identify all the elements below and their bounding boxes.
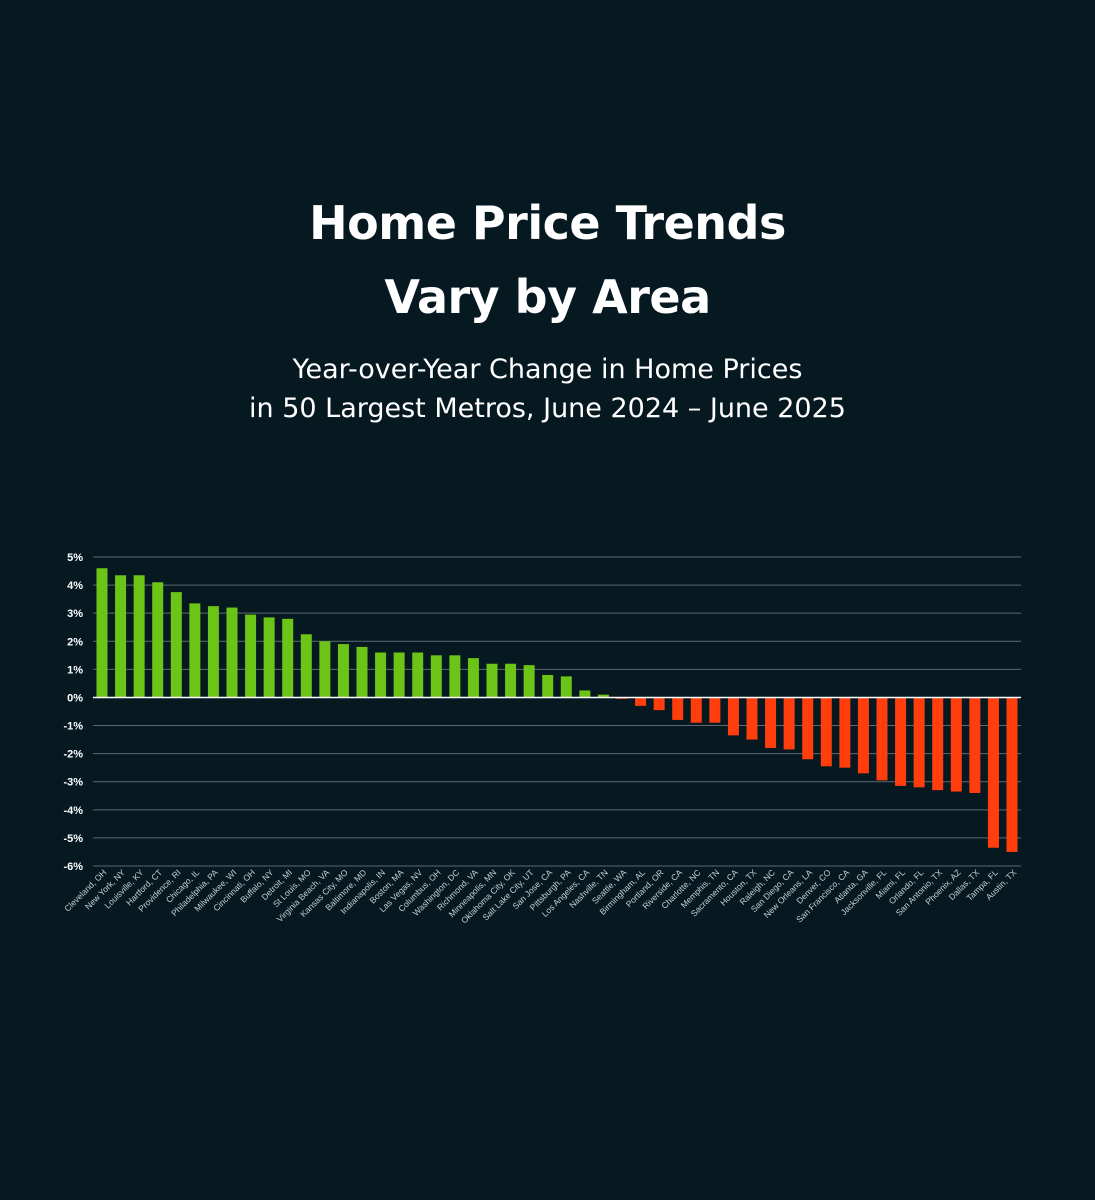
y-tick-label: 1% bbox=[67, 664, 83, 676]
bar bbox=[653, 697, 665, 711]
chart-subtitle-line-1: Year-over-Year Change in Home Prices bbox=[292, 354, 803, 385]
bar bbox=[467, 658, 479, 698]
bar bbox=[895, 697, 907, 786]
bar bbox=[430, 655, 442, 698]
bar bbox=[913, 697, 925, 788]
bar bbox=[839, 697, 851, 768]
bar bbox=[969, 697, 981, 793]
bar bbox=[393, 652, 405, 698]
chart-title: Home Price Trends Vary by Area bbox=[0, 186, 1095, 334]
bar bbox=[672, 697, 684, 720]
bar bbox=[152, 582, 164, 698]
bar bbox=[449, 655, 461, 698]
bar bbox=[96, 568, 108, 698]
bar bbox=[523, 665, 535, 698]
y-tick-label: 0% bbox=[67, 692, 83, 704]
bar bbox=[356, 646, 368, 698]
y-tick-label: 2% bbox=[67, 636, 83, 648]
bar bbox=[709, 697, 721, 723]
y-tick-label: 3% bbox=[67, 608, 83, 620]
bar bbox=[170, 592, 182, 698]
chart-title-line-1: Home Price Trends bbox=[309, 196, 786, 250]
bars bbox=[96, 568, 1018, 852]
gridlines bbox=[93, 556, 1021, 867]
y-tick-label: 4% bbox=[67, 580, 83, 592]
bar bbox=[1006, 697, 1018, 852]
bar bbox=[820, 697, 832, 767]
bar bbox=[542, 674, 554, 698]
bar bbox=[987, 697, 999, 848]
bar bbox=[802, 697, 814, 760]
bar bbox=[412, 652, 424, 698]
y-axis-tick-labels: 5% 4% 3% 2% 1% 0% -1% -2% -3% -4% -5% -6% bbox=[63, 552, 83, 873]
bar bbox=[765, 697, 777, 749]
bar bbox=[597, 694, 609, 698]
chart-title-line-2: Vary by Area bbox=[384, 270, 711, 324]
bar bbox=[300, 634, 312, 698]
y-tick-label: -2% bbox=[63, 749, 83, 761]
bar bbox=[746, 697, 758, 740]
bar bbox=[635, 697, 647, 706]
bar bbox=[857, 697, 869, 774]
bar bbox=[245, 614, 257, 698]
bar bbox=[263, 617, 275, 698]
bar bbox=[319, 641, 331, 698]
bar bbox=[932, 697, 944, 791]
bar bbox=[783, 697, 795, 750]
y-tick-label: 5% bbox=[67, 552, 83, 564]
chart-subtitle-line-2: in 50 Largest Metros, June 2024 – June 2… bbox=[249, 393, 846, 424]
y-tick-label: -6% bbox=[63, 861, 83, 873]
bar bbox=[189, 603, 201, 698]
bar bbox=[690, 697, 702, 723]
y-tick-label: -5% bbox=[63, 833, 83, 845]
chart-subtitle: Year-over-Year Change in Home Prices in … bbox=[0, 350, 1095, 428]
y-tick-label: -4% bbox=[63, 805, 83, 817]
bar bbox=[560, 676, 572, 698]
bar bbox=[727, 697, 739, 736]
bar bbox=[375, 652, 387, 698]
bar bbox=[876, 697, 888, 781]
bar bbox=[579, 690, 591, 698]
bar bbox=[207, 606, 219, 698]
bar bbox=[505, 663, 517, 698]
bar bbox=[282, 618, 294, 698]
bar bbox=[486, 663, 498, 698]
y-tick-label: -1% bbox=[63, 721, 83, 733]
bar bbox=[133, 575, 145, 698]
bar bbox=[950, 697, 962, 792]
bar bbox=[226, 607, 238, 698]
bar bbox=[115, 575, 127, 698]
bar bbox=[337, 644, 349, 698]
y-tick-label: -3% bbox=[63, 777, 83, 789]
